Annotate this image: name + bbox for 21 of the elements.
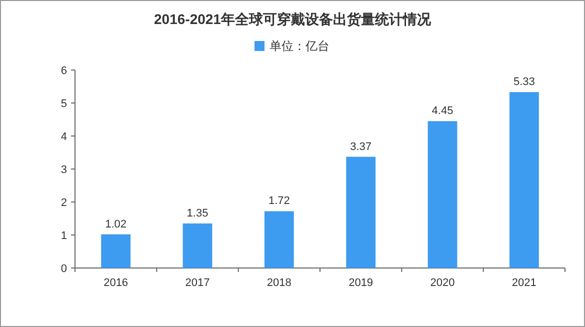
y-tick-label: 5 <box>60 98 67 110</box>
y-tick-label: 1 <box>60 230 67 242</box>
data-label: 5.33 <box>513 76 535 88</box>
x-tick-label: 2021 <box>512 277 536 289</box>
y-tick-label: 6 <box>60 65 67 77</box>
y-tick-label: 3 <box>60 164 67 176</box>
y-tick-label: 2 <box>60 197 67 209</box>
data-label: 3.37 <box>350 140 372 153</box>
data-label: 1.02 <box>105 218 127 230</box>
x-tick-label: 2020 <box>430 277 455 289</box>
y-tick-label: 0 <box>60 263 67 275</box>
data-label: 1.72 <box>268 195 290 208</box>
x-tick-label: 2016 <box>104 277 128 289</box>
y-tick-label: 4 <box>60 131 67 143</box>
data-label: 4.45 <box>432 105 454 118</box>
x-tick-label: 2018 <box>266 277 292 289</box>
legend-label: 单位：亿台 <box>270 39 330 53</box>
data-label: 1.35 <box>186 207 208 220</box>
x-tick-label: 2019 <box>348 277 374 289</box>
x-tick-label: 2017 <box>185 277 210 289</box>
title: 2016-2021年全球可穿戴设备出货量统计情况 <box>154 11 431 27</box>
